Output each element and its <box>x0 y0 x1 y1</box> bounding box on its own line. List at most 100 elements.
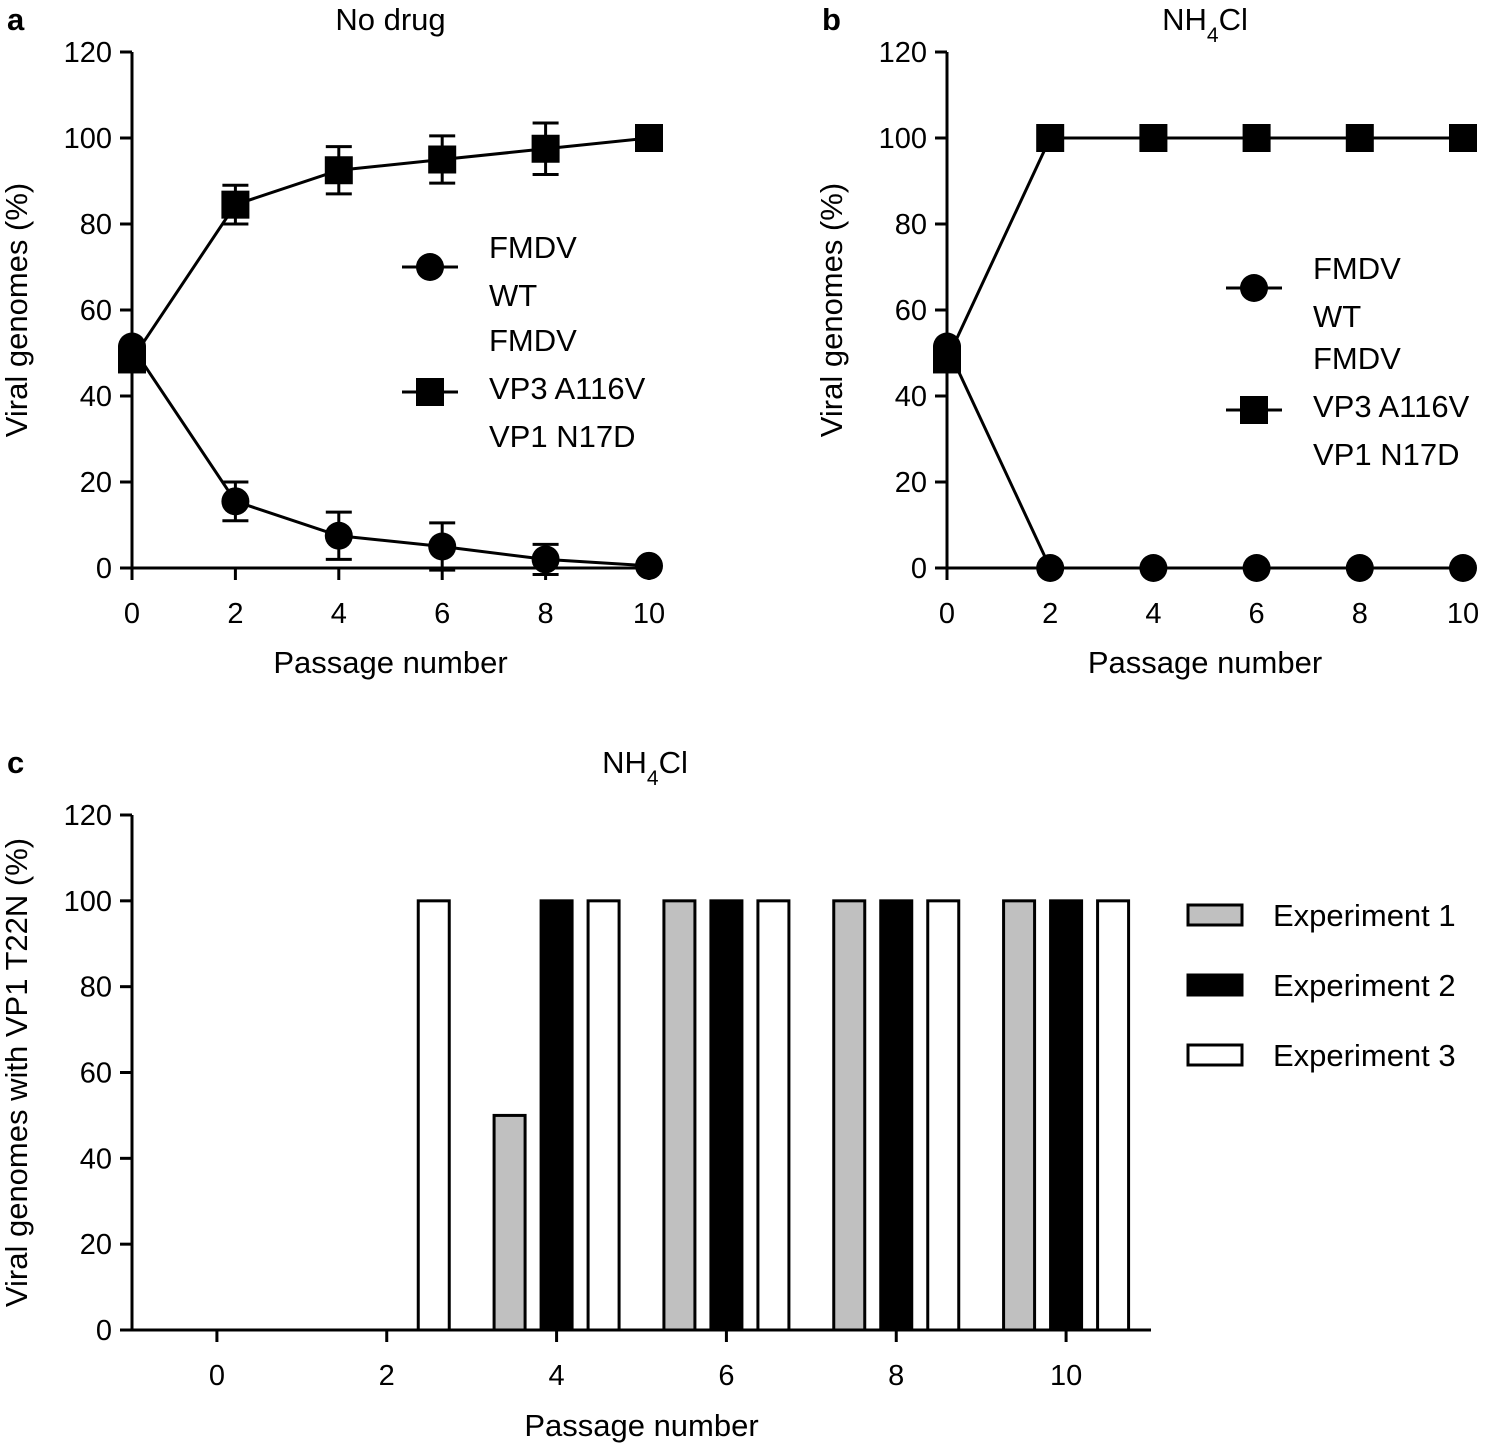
x-tick-label: 4 <box>331 598 347 630</box>
x-tick-label: 10 <box>1050 1360 1082 1392</box>
y-tick-label: 40 <box>80 1143 112 1175</box>
panel-letter: a <box>7 2 25 37</box>
data-point-square <box>428 145 457 174</box>
bar-experiment-1 <box>832 899 867 1332</box>
x-tick-label: 10 <box>633 598 665 630</box>
x-axis-label: Passage number <box>524 1408 758 1443</box>
y-tick-label: 60 <box>80 295 112 327</box>
y-tick-label: 80 <box>80 209 112 241</box>
y-tick-label: 0 <box>96 553 112 585</box>
x-tick-label: 2 <box>1042 598 1058 630</box>
y-tick-label: 40 <box>80 381 112 413</box>
y-tick-label: 0 <box>911 553 927 585</box>
legend-label: Experiment 2 <box>1273 968 1456 1003</box>
data-point-circle <box>1139 554 1168 582</box>
legend-label: WT <box>489 278 537 313</box>
data-point-circle <box>635 551 663 580</box>
chart-title: NH4Cl <box>1162 2 1248 47</box>
panel-b: b NH4Cl 0 20 40 60 80 100 120 0 2 4 6 8 10 Passage numb… <box>814 2 1479 680</box>
bar-experiment-3 <box>756 899 791 1332</box>
x-tick-label: 6 <box>434 598 450 630</box>
data-point-circle <box>531 545 560 574</box>
y-tick-label: 120 <box>64 800 112 832</box>
series-line <box>130 136 650 361</box>
y-tick-label: 100 <box>64 886 112 918</box>
data-point-circle <box>221 487 250 516</box>
data-point-square <box>118 345 146 374</box>
data-point-square <box>1139 124 1168 152</box>
y-tick-label: 80 <box>895 209 927 241</box>
legend-swatch <box>1186 903 1244 927</box>
y-tick-label: 80 <box>80 972 112 1004</box>
x-axis-label: Passage number <box>1088 645 1322 680</box>
legend-label: VP3 A116V <box>489 371 646 406</box>
y-tick-label: 60 <box>895 295 927 327</box>
legend-label: FMDV <box>489 323 577 358</box>
y-tick-label: 120 <box>879 37 927 69</box>
legend-swatch <box>1186 1043 1244 1067</box>
x-tick-label: 4 <box>549 1360 565 1392</box>
panel-a: a No drug 0 20 40 60 80 100 120 0 2 4 6 8 10 Passage nu… <box>0 2 665 680</box>
y-tick-label: 100 <box>879 123 927 155</box>
bar-experiment-1 <box>662 899 697 1332</box>
y-tick-label: 100 <box>64 123 112 155</box>
legend-label: Experiment 3 <box>1273 1038 1456 1073</box>
chart-title: No drug <box>335 2 445 37</box>
bar-experiment-2 <box>1049 899 1084 1332</box>
data-point-circle <box>1345 554 1374 582</box>
bar-experiment-2 <box>539 899 574 1332</box>
legend-swatch <box>1186 973 1244 997</box>
x-tick-label: 8 <box>888 1360 904 1392</box>
y-tick-label: 120 <box>64 37 112 69</box>
legend-label: WT <box>1313 299 1361 334</box>
bar-experiment-3 <box>1096 899 1131 1332</box>
x-tick-label: 10 <box>1447 598 1479 630</box>
y-tick-label: 20 <box>80 1229 112 1261</box>
bar-experiment-2 <box>879 899 914 1332</box>
legend-label: FMDV <box>1313 341 1401 376</box>
bar-experiment-1 <box>1002 899 1037 1332</box>
x-axis-label: Passage number <box>273 645 507 680</box>
y-tick-label: 60 <box>80 1058 112 1090</box>
legend-label: Experiment 1 <box>1273 898 1456 933</box>
series-line <box>945 136 1463 361</box>
legend-marker-square <box>416 378 444 406</box>
data-point-square <box>531 134 560 163</box>
y-axis-label: Viral genomes (%) <box>814 183 849 437</box>
y-tick-label: 20 <box>895 467 927 499</box>
x-tick-label: 0 <box>124 598 140 630</box>
legend-label: VP1 N17D <box>489 419 635 454</box>
y-axis-label: Viral genomes with VP1 T22N (%) <box>0 838 34 1307</box>
data-point-circle <box>1036 554 1065 582</box>
bar-experiment-3 <box>416 899 451 1332</box>
x-tick-label: 6 <box>718 1360 734 1392</box>
data-point-circle <box>1242 554 1271 582</box>
legend-label: VP3 A116V <box>1313 389 1470 424</box>
x-tick-label: 0 <box>209 1360 225 1392</box>
data-point-square <box>221 190 250 219</box>
x-tick-label: 6 <box>1249 598 1265 630</box>
series-mutant: FMDV VP3 A116V VP1 N17D <box>933 124 1477 472</box>
legend-marker-circle <box>416 253 444 281</box>
data-point-square <box>1036 124 1065 152</box>
y-axis-label: Viral genomes (%) <box>0 183 34 437</box>
bar-experiment-1 <box>492 1113 527 1332</box>
x-tick-label: 4 <box>1145 598 1161 630</box>
bar-experiment-2 <box>709 899 744 1332</box>
data-point-circle <box>428 532 457 561</box>
x-tick-label: 8 <box>538 598 554 630</box>
legend-label: FMDV <box>1313 251 1401 286</box>
x-tick-label: 0 <box>939 598 955 630</box>
series-line <box>130 345 650 568</box>
panel-letter: c <box>7 745 24 780</box>
y-tick-label: 0 <box>96 1315 112 1347</box>
legend-label: FMDV <box>489 230 577 265</box>
panel-letter: b <box>822 2 841 37</box>
x-tick-label: 8 <box>1352 598 1368 630</box>
series-line <box>945 345 1463 570</box>
data-point-square <box>1242 124 1271 152</box>
y-tick-label: 40 <box>895 381 927 413</box>
bar-experiment-3 <box>586 899 621 1332</box>
bar-experiment-3 <box>926 899 961 1332</box>
